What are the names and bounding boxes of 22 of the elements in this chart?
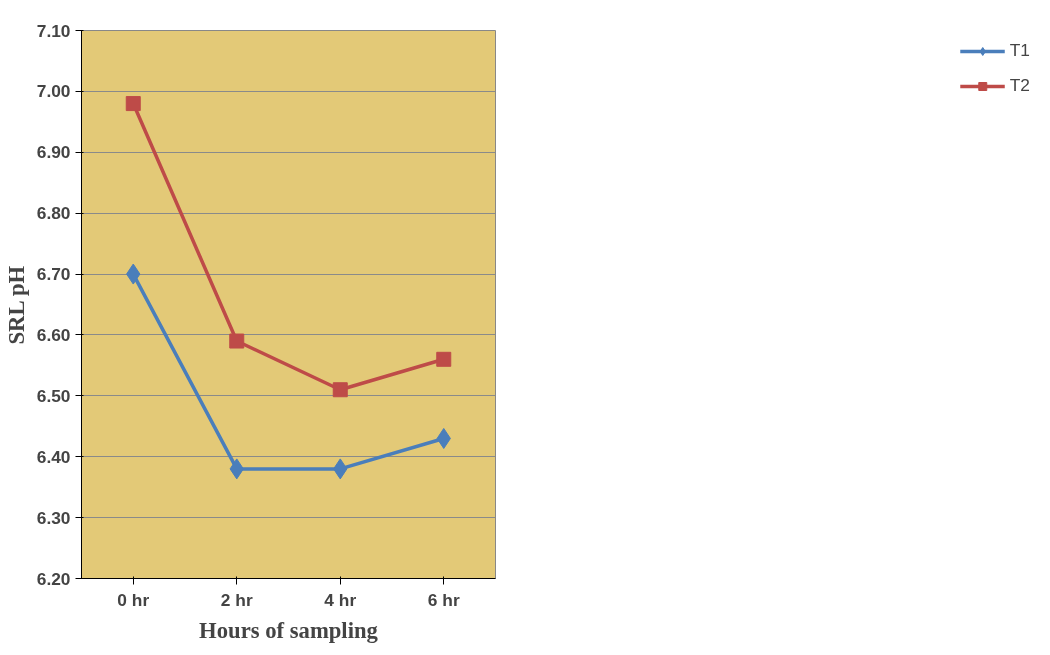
y-tick-label: 6.50 <box>36 385 71 406</box>
y-tick-label: 6.80 <box>36 203 71 224</box>
x-axis-title: Hours of sampling <box>199 617 379 643</box>
point <box>436 351 452 367</box>
y-tick-label: 6.30 <box>36 507 71 528</box>
y-tick-label: 7.00 <box>36 81 71 102</box>
point <box>125 96 141 112</box>
legend-label: T2 <box>1009 75 1030 96</box>
y-tick-label: 6.40 <box>36 446 71 467</box>
x-tick-label: 6 hr <box>427 589 460 610</box>
y-tick-label: 7.10 <box>36 20 71 41</box>
point <box>332 382 348 398</box>
y-axis-title: SRL pH <box>3 265 29 345</box>
x-tick-label: 2 hr <box>220 589 253 610</box>
x-tick-label: 0 hr <box>117 589 150 610</box>
point <box>229 333 245 349</box>
x-tick-label: 4 hr <box>324 589 357 610</box>
y-tick-label: 6.70 <box>36 264 71 285</box>
y-tick-label: 6.20 <box>36 568 71 589</box>
legend-label: T1 <box>1009 40 1030 61</box>
y-tick-label: 6.60 <box>36 324 71 345</box>
y-tick-label: 6.90 <box>36 142 71 163</box>
